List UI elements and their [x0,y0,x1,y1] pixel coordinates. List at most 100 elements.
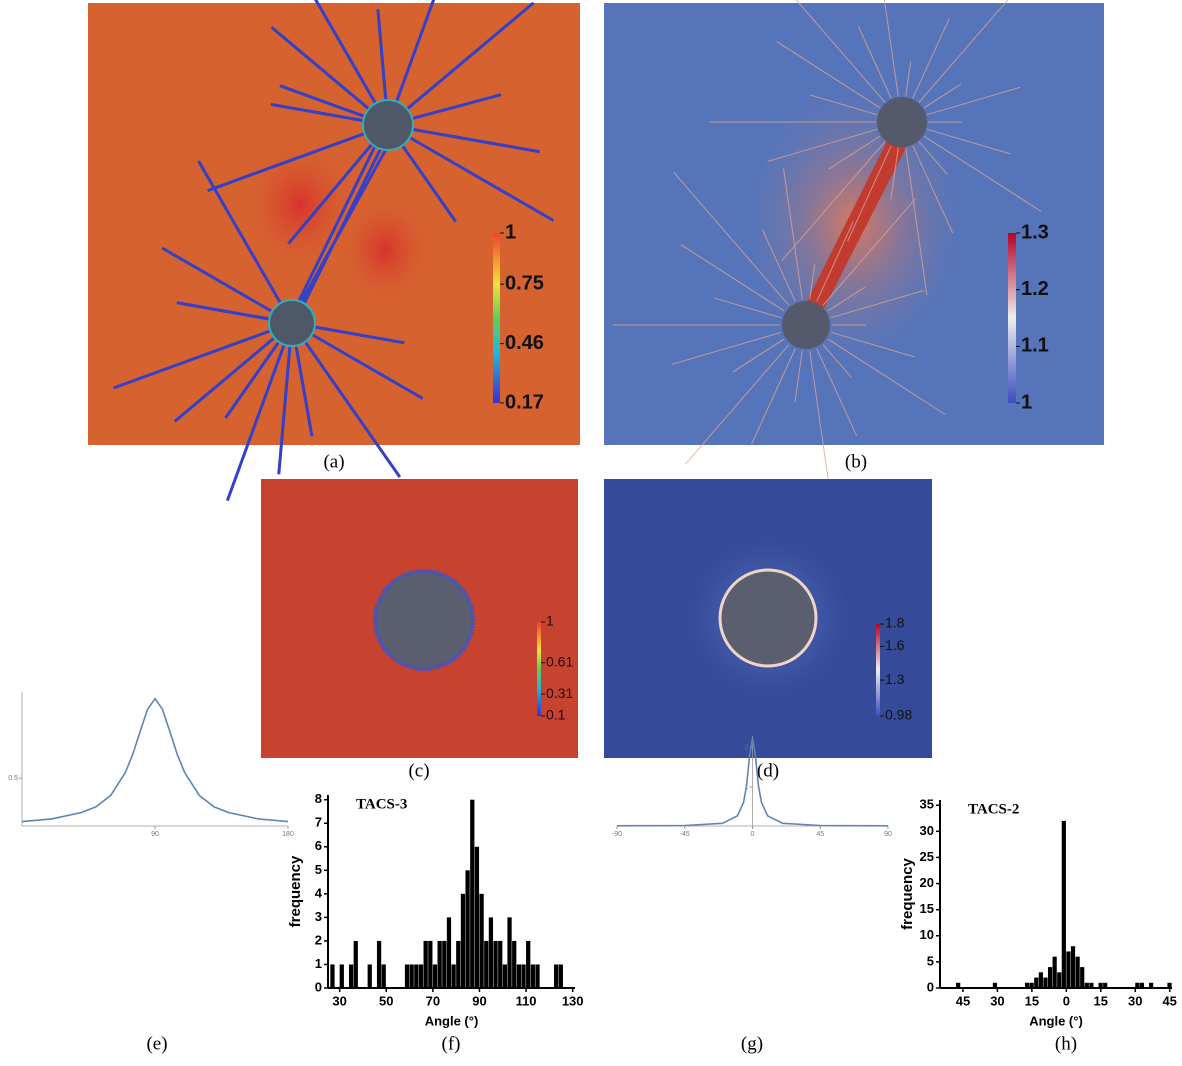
fiber [270,26,370,111]
bar [1089,982,1094,988]
x-tick-label: 30 [332,993,346,1008]
fiber [816,221,854,302]
x-tick-label: 30 [1128,993,1142,1008]
colorbar [537,622,541,716]
x-tick-label: 0 [751,831,755,838]
fiber [828,135,881,170]
colorbar-label: 1.2 [1021,278,1049,300]
cell [877,97,927,147]
y-axis-label: frequency [899,858,916,930]
fiber [918,141,948,175]
fiber [287,143,374,245]
bar [479,893,484,988]
fiber [890,147,899,200]
y-tick-label: 4 [315,885,323,900]
colorbar [1008,233,1016,403]
bar [1070,946,1076,988]
fibers [112,0,555,502]
fiber [294,345,314,437]
y-tick-label: 2 [745,745,749,752]
fiber [732,338,785,373]
y-tick-label: 7 [315,815,322,830]
fiber [827,286,866,312]
fiber [912,18,950,99]
caption: (c) [408,760,429,781]
bar [409,964,414,988]
bar [1034,977,1039,988]
fiber [314,325,405,345]
fiber [830,331,915,358]
bar [521,964,526,988]
fiber [401,144,457,223]
fiber [761,229,796,302]
bar [507,917,512,988]
bar [558,964,563,988]
bar [1038,972,1043,988]
fiber [408,136,555,222]
caption: (h) [1055,1033,1077,1054]
bar [1043,977,1048,988]
fiber [685,344,790,465]
fiber [412,127,540,154]
fiber [279,84,366,118]
y-tick-label: 0 [927,979,934,994]
bar [512,940,517,988]
fiber [161,246,273,313]
x-tick-label: -45 [680,831,690,838]
x-tick-label: 90 [884,831,892,838]
curve [616,737,889,827]
bar [367,964,372,988]
x-tick-label: 45 [816,831,824,838]
colorbar-label: 1.8 [885,615,905,631]
colorbar [876,624,880,716]
x-tick-label: 90 [151,831,159,838]
bar [1080,967,1085,988]
bar [1057,972,1062,988]
bar [1098,982,1103,988]
chart-title: TACS-3 [356,796,407,812]
colorbar-label: 1 [1021,391,1032,413]
bar [381,964,386,988]
x-tick-label: 70 [426,993,440,1008]
x-tick-label: 110 [516,993,537,1008]
fiber [671,331,782,365]
bar [470,799,475,988]
bar [437,940,442,988]
bar [484,940,489,988]
bar [474,846,480,988]
chart-title: TACS-2 [968,801,1019,817]
panel-c [261,479,578,758]
fiber [376,9,388,101]
bar [456,940,461,988]
fiber [822,344,852,378]
y-tick-label: 2 [315,932,322,947]
bar [1061,820,1066,988]
fiber-bundle [800,135,910,320]
cell [782,301,830,349]
colorbar-label: 0.31 [546,685,573,701]
bar [442,940,447,988]
fiber [411,93,502,120]
fiber [406,1,535,111]
bar [1135,982,1140,988]
bar [418,964,424,988]
bar [1084,982,1089,988]
x-tick-label: 0 [1063,993,1070,1008]
fiber [923,135,1042,213]
x-tick-label: 90 [472,993,486,1008]
bar [339,964,344,988]
x-axis-label: Angle (°) [1029,1013,1083,1028]
y-tick-label: 0 [315,979,322,994]
caption: (e) [146,1033,167,1054]
bar [376,940,382,988]
bar [465,870,470,988]
bar [423,940,428,988]
fiber [680,244,785,312]
fiber [225,344,286,502]
caption: (b) [845,451,867,472]
fiber [270,102,364,123]
fiber [926,86,1021,116]
fiber [795,0,886,103]
bar [516,964,522,988]
bar [451,964,456,988]
